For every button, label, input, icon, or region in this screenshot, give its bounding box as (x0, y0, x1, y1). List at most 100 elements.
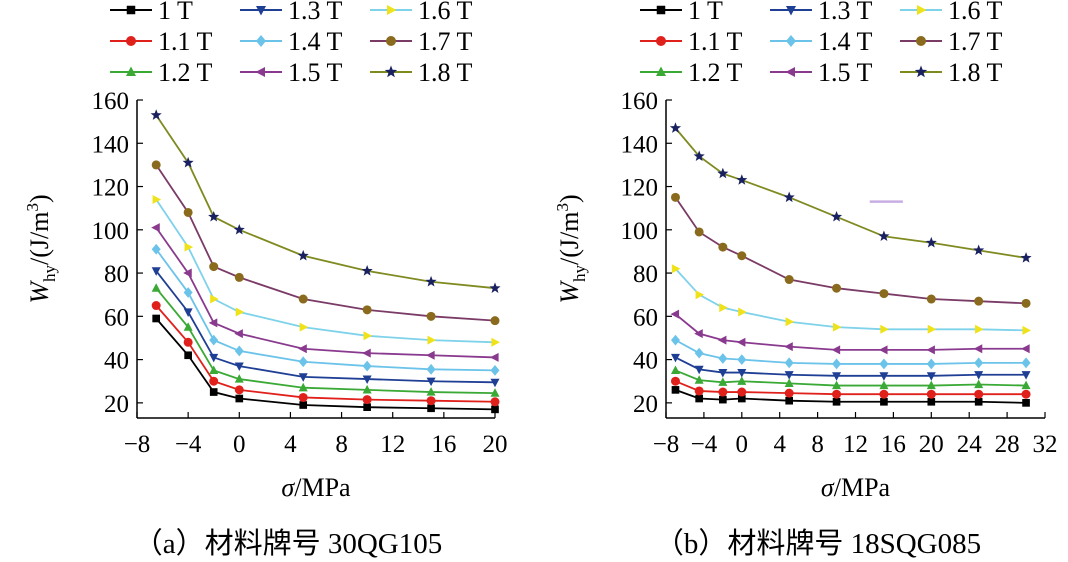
x-tick-label: 20 (483, 431, 508, 458)
x-tick-label: 24 (957, 431, 983, 458)
series (151, 223, 499, 362)
data-point (298, 392, 308, 402)
legend-marker (656, 66, 666, 76)
series-line (675, 389, 1027, 404)
panel-caption: （b）材料牌号 18SQG085 (655, 527, 981, 560)
data-point (152, 314, 161, 323)
legend-marker (914, 65, 928, 78)
data-point (669, 122, 682, 133)
series-line (155, 287, 496, 395)
x-tick-label: 28 (995, 431, 1020, 458)
data-point (362, 375, 372, 385)
data-point (426, 377, 436, 387)
legend-marker (256, 6, 266, 16)
data-point (974, 371, 984, 380)
y-tick-label: 140 (92, 131, 130, 158)
data-point (299, 401, 308, 409)
legend-label: 1.4 T (288, 27, 343, 56)
legend-label: 1.3 T (288, 0, 343, 25)
legend-marker (916, 36, 926, 46)
data-point (927, 397, 936, 406)
data-point (151, 283, 161, 292)
data-point (832, 322, 842, 332)
data-point (737, 376, 747, 385)
series (670, 353, 1031, 381)
data-point (183, 268, 192, 278)
data-point (718, 377, 728, 386)
legend-label: 1.1 T (158, 27, 213, 56)
series-line (675, 356, 1027, 377)
chart-panel-a: 1 T1.1 T1.2 T 1.3 T1.4 T1.5 T 1.6 T1.7 T1.… (23, 0, 508, 560)
data-point (362, 348, 371, 358)
data-point (1020, 252, 1032, 263)
y-tick-label: 160 (92, 88, 130, 115)
data-point (671, 386, 680, 394)
data-point (784, 371, 794, 380)
series (671, 264, 1031, 335)
data-point (152, 195, 162, 205)
legend-marker (386, 36, 396, 46)
data-point (926, 372, 936, 381)
data-point (362, 305, 372, 315)
legend-label: 1 T (158, 0, 193, 25)
data-point (737, 354, 747, 365)
data-point (832, 358, 842, 370)
data-point (299, 322, 309, 332)
legend-item: 1.2 T (110, 58, 213, 87)
x-tick-label: 12 (380, 431, 405, 458)
y-tick-label: 140 (621, 131, 659, 158)
data-point (925, 236, 937, 248)
y-tick-label: 100 (92, 218, 130, 245)
data-point (298, 294, 308, 304)
data-point (926, 380, 936, 390)
y-tick-label: 160 (621, 88, 659, 115)
x-tick-label: 8 (811, 431, 824, 458)
legend-item: 1.8 T (370, 58, 473, 87)
data-point (737, 368, 747, 378)
data-point (490, 365, 500, 376)
data-point (490, 397, 500, 407)
data-point (209, 353, 219, 363)
legend-marker (387, 5, 397, 15)
series (151, 160, 500, 326)
series (151, 243, 500, 376)
legend-marker (126, 36, 136, 46)
data-point (1021, 357, 1031, 369)
data-point (234, 362, 244, 372)
series (670, 192, 1031, 308)
legend-label: 1.7 T (948, 27, 1003, 56)
series-line (675, 339, 1027, 365)
data-point (974, 357, 984, 369)
data-point (670, 365, 680, 375)
legend-label: 1.8 T (418, 58, 473, 87)
y-axis-label: Why/(J/m3) (553, 194, 589, 303)
data-point (880, 397, 888, 406)
legend-label: 1.4 T (818, 27, 873, 56)
series-line (155, 227, 496, 359)
data-point (736, 337, 746, 347)
series-line (155, 199, 496, 344)
series (670, 376, 1031, 399)
data-point (208, 210, 220, 222)
data-point (362, 360, 372, 372)
data-point (785, 396, 793, 405)
legend-marker (786, 6, 796, 16)
data-point (737, 394, 746, 403)
data-point (234, 374, 244, 383)
legend-item: 1.5 T (770, 58, 873, 87)
legend-marker (255, 67, 265, 77)
legend-marker (786, 35, 796, 47)
legend-marker (656, 5, 666, 15)
data-point (183, 337, 193, 347)
series-line (674, 313, 1027, 351)
data-point (973, 344, 983, 354)
data-point (831, 345, 841, 355)
series (152, 314, 499, 414)
x-tick-label: 16 (881, 431, 906, 458)
x-tick-label: 0 (736, 431, 749, 458)
data-point (1021, 371, 1031, 380)
data-point (1022, 325, 1031, 335)
series (151, 267, 500, 388)
data-point (695, 394, 703, 403)
x-axis-label: σ/MPa (821, 473, 891, 502)
